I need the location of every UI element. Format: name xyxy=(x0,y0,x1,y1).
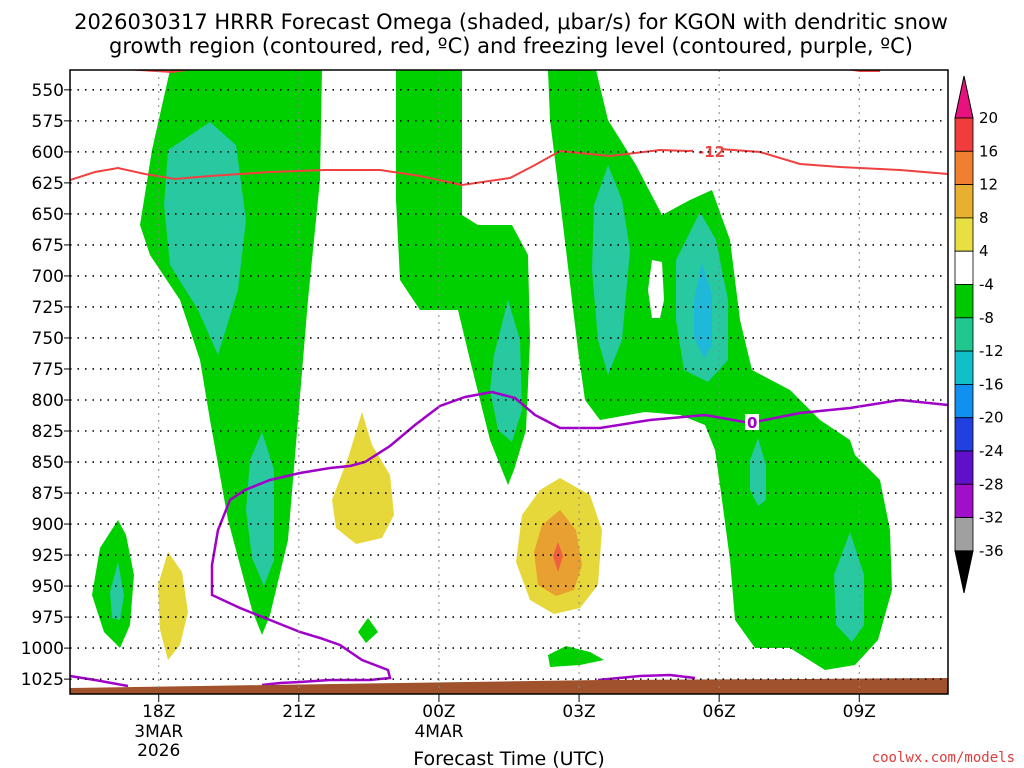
y-tick-label: 700 xyxy=(32,267,64,287)
omega-shading xyxy=(70,70,948,694)
colorbar-label: 16 xyxy=(979,142,998,160)
freezing-contour-line-left xyxy=(70,674,129,688)
y-tick-label: 850 xyxy=(32,453,64,473)
colorbar: 20 16 12 8 4 -4 -8 -12 -16 -20 -24 -28 -32 -36 xyxy=(954,75,1004,594)
colorbar-label: -4 xyxy=(979,276,994,294)
colorbar-label: 20 xyxy=(979,109,998,127)
omega-region-green-3 xyxy=(548,70,892,670)
dgz-contour-line-top-right xyxy=(846,70,880,72)
colorbar-label: -36 xyxy=(979,542,1004,560)
y-tick-label: 725 xyxy=(32,298,64,318)
freezing-contour-line xyxy=(210,390,948,687)
omega-region-cyan-1 xyxy=(694,262,712,358)
y-tick-label: 600 xyxy=(32,143,64,163)
y-tick-label: 1025 xyxy=(21,670,64,690)
colorbar-label: -12 xyxy=(979,342,1004,360)
omega-hole-white xyxy=(648,260,664,318)
colorbar-label: 12 xyxy=(979,176,998,194)
colorbar-segment xyxy=(954,383,974,419)
y-tick-label: 625 xyxy=(32,174,64,194)
colorbar-segment xyxy=(954,250,974,285)
freezing-contour-label: 0 xyxy=(747,414,757,432)
y-tick-label: 550 xyxy=(32,81,64,101)
colorbar-bottom-arrow xyxy=(954,550,974,594)
plot-area: -12 0 xyxy=(69,69,949,695)
y-tick-label: 1000 xyxy=(21,639,64,659)
colorbar-label: -32 xyxy=(979,509,1004,527)
y-tick-label: 825 xyxy=(32,422,64,442)
x-tick-label: 21Z xyxy=(282,702,315,722)
y-tick-label: 650 xyxy=(32,205,64,225)
y-tick-label: 750 xyxy=(32,329,64,349)
colorbar-label: 8 xyxy=(979,209,989,227)
colorbar-segment xyxy=(954,450,974,485)
omega-region-redorange-1 xyxy=(553,542,563,572)
omega-region-yellow-1 xyxy=(332,412,394,544)
plot-frame xyxy=(69,69,949,695)
colorbar-segment xyxy=(954,517,974,552)
colorbar-segment xyxy=(954,284,974,319)
dgz-label-bg xyxy=(693,143,721,159)
colorbar-segment xyxy=(954,217,974,252)
colorbar-segment xyxy=(954,184,974,219)
omega-region-green-6 xyxy=(548,646,604,667)
y-tick-label: 900 xyxy=(32,515,64,535)
colorbar-segment xyxy=(954,117,974,152)
colorbar-label: -8 xyxy=(979,309,994,327)
omega-region-teal-1 xyxy=(164,122,246,355)
x-tick-date: 4MAR xyxy=(414,722,463,742)
y-axis-ticks: 550 575 600 625 650 675 700 725 750 775 800 825 850 8… xyxy=(21,81,70,690)
omega-region-green-5 xyxy=(358,618,378,643)
x-tick-date: 3MAR xyxy=(134,722,183,742)
y-tick-label: 575 xyxy=(32,112,64,132)
omega-region-teal-7 xyxy=(834,532,864,642)
colorbar-segment xyxy=(954,317,974,352)
x-tick-label: 03Z xyxy=(562,702,595,722)
colorbar-label: 4 xyxy=(979,242,989,260)
terrain-ground xyxy=(70,678,948,694)
omega-region-yellow-2 xyxy=(158,552,188,660)
colorbar-segment xyxy=(954,483,974,518)
dgz-contour-label: -12 xyxy=(698,143,725,161)
omega-region-teal-3 xyxy=(490,300,522,442)
omega-region-teal-6 xyxy=(750,438,766,506)
y-tick-label: 800 xyxy=(32,391,64,411)
colorbar-segment xyxy=(954,150,974,186)
freezing-contour-line-right xyxy=(597,673,696,682)
colorbar-label: -20 xyxy=(979,409,1004,427)
y-tick-label: 950 xyxy=(32,577,64,597)
colorbar-label: -16 xyxy=(979,375,1004,393)
omega-region-teal-2 xyxy=(246,432,274,586)
omega-region-teal-8 xyxy=(110,562,124,620)
gridlines xyxy=(70,70,948,694)
omega-region-teal-4 xyxy=(592,165,630,375)
y-tick-label: 775 xyxy=(32,360,64,380)
x-axis-label: Forecast Time (UTC) xyxy=(413,748,604,768)
colorbar-top-arrow xyxy=(954,75,974,119)
chart-title-line1: 2026030317 HRRR Forecast Omega (shaded, … xyxy=(74,10,948,34)
credit-text: coolwx.com/models xyxy=(872,750,1015,766)
dgz-contour-line-upper xyxy=(125,70,194,74)
x-tick-label: 06Z xyxy=(703,702,736,722)
x-tick-label: 09Z xyxy=(843,702,876,722)
y-tick-label: 975 xyxy=(32,608,64,628)
y-tick-label: 925 xyxy=(32,546,64,566)
x-tick-label: 18Z xyxy=(142,702,175,722)
dgz-contour-line-lower xyxy=(70,147,948,187)
frz-label-bg xyxy=(745,414,759,430)
colorbar-segment xyxy=(954,417,974,452)
colorbar-segment xyxy=(954,350,974,385)
y-tick-label: 875 xyxy=(32,484,64,504)
chart-title-line2: growth region (contoured, red, ºC) and f… xyxy=(109,34,913,58)
colorbar-label: -24 xyxy=(979,442,1004,460)
x-tick-year: 2026 xyxy=(137,741,180,761)
colorbar-label: -28 xyxy=(979,475,1004,493)
y-tick-label: 675 xyxy=(32,236,64,256)
x-tick-label: 00Z xyxy=(422,702,455,722)
